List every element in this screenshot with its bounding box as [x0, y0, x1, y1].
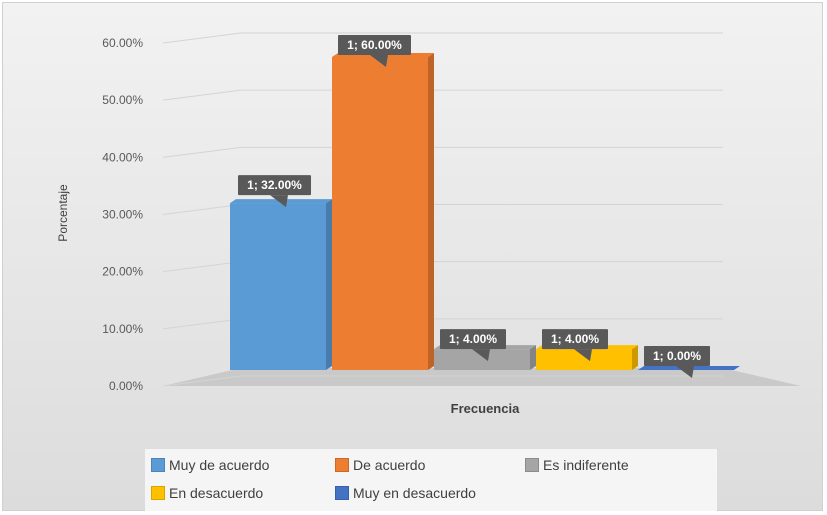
data-labels: 1; 32.00% 1; 60.00% 1; 4.00% 1; 4.00% 1; 0.0…	[238, 35, 710, 378]
legend-item: Muy en desacuerdo	[335, 485, 476, 501]
legend-label: Muy de acuerdo	[169, 457, 270, 473]
legend-label: En desacuerdo	[169, 485, 264, 501]
bar-3	[434, 349, 530, 370]
y-axis-title: Porcentaje	[56, 184, 70, 242]
gridline-diag	[162, 146, 242, 158]
gridline-diag	[162, 89, 242, 101]
legend-swatch	[335, 458, 349, 472]
legend-item: Es indiferente	[525, 457, 629, 473]
data-label: 1; 4.00%	[440, 329, 506, 362]
bar-side	[326, 199, 332, 370]
y-tick-label: 10.00%	[102, 322, 143, 336]
y-tick-label: 60.00%	[102, 36, 143, 50]
legend-item: De acuerdo	[335, 457, 425, 473]
bars	[230, 53, 740, 370]
data-label: 1; 32.00%	[238, 175, 311, 208]
legend-swatch	[335, 486, 349, 500]
legend-item: En desacuerdo	[151, 485, 263, 501]
bar-2	[332, 57, 428, 370]
gridline-diag	[162, 32, 242, 44]
bar-side	[530, 345, 536, 370]
y-tick-label: 40.00%	[102, 150, 143, 164]
svg-text:1; 4.00%: 1; 4.00%	[551, 332, 599, 346]
x-axis-title: Frecuencia	[451, 401, 520, 416]
legend-swatch	[151, 458, 165, 472]
bar-side	[632, 345, 638, 370]
bar-side	[428, 53, 434, 370]
chart-floor	[163, 368, 801, 386]
y-tick-label: 0.00%	[109, 379, 143, 393]
y-axis-ticks: 0.00% 10.00% 20.00% 30.00% 40.00% 50.00% 60.00…	[102, 36, 143, 393]
svg-text:1; 0.00%: 1; 0.00%	[653, 349, 701, 363]
y-tick-label: 20.00%	[102, 265, 143, 279]
data-label: 1; 4.00%	[542, 329, 608, 362]
y-tick-label: 50.00%	[102, 93, 143, 107]
y-tick-label: 30.00%	[102, 208, 143, 222]
data-label: 1; 60.00%	[338, 35, 411, 67]
data-label: 1; 0.00%	[644, 346, 710, 378]
legend-item: Muy de acuerdo	[151, 457, 269, 473]
svg-text:1; 32.00%: 1; 32.00%	[247, 178, 302, 192]
legend-label: Muy en desacuerdo	[353, 485, 476, 501]
legend: Muy de acuerdo De acuerdo Es indiferente En…	[145, 449, 717, 511]
svg-text:1; 4.00%: 1; 4.00%	[449, 332, 497, 346]
gridline-diag	[162, 375, 242, 387]
gridline-diag	[162, 261, 242, 273]
gridline-diag	[162, 318, 242, 330]
bar-1	[230, 203, 326, 370]
gridline-diag	[162, 204, 242, 215]
legend-label: De acuerdo	[353, 457, 426, 473]
bar-4	[536, 349, 632, 370]
floor-plane	[163, 368, 801, 386]
legend-swatch	[525, 458, 539, 472]
legend-label: Es indiferente	[543, 457, 629, 473]
svg-text:1; 60.00%: 1; 60.00%	[347, 38, 402, 52]
legend-swatch	[151, 486, 165, 500]
chart-canvas: 0.00% 10.00% 20.00% 30.00% 40.00% 50.00% 60.00…	[56, 32, 801, 416]
